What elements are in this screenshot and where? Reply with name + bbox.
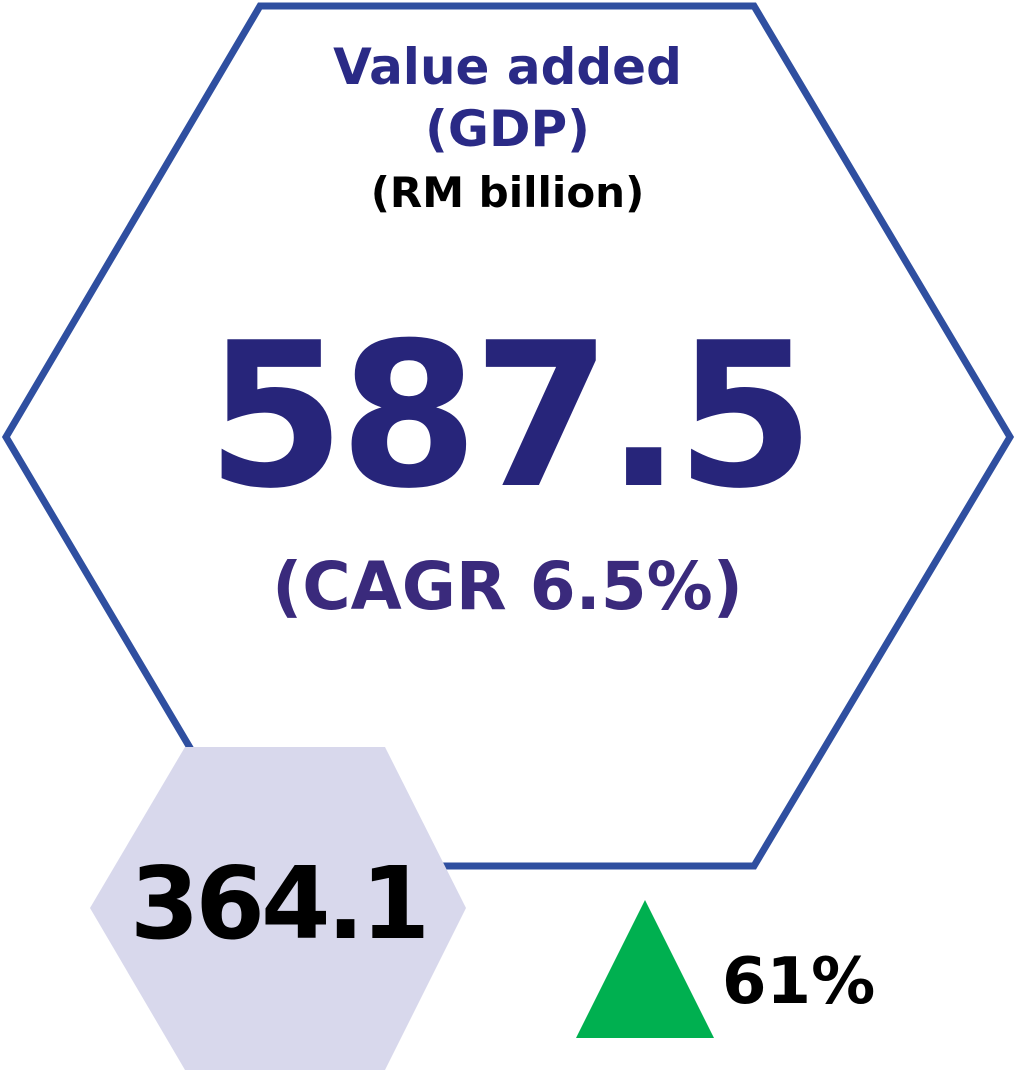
title-line-1: Value added: [333, 38, 682, 96]
previous-value-hexagon: [90, 747, 466, 1070]
up-triangle-icon: [576, 900, 714, 1038]
main-value: 587.5: [206, 300, 815, 533]
unit-label: (RM billion): [370, 168, 645, 217]
growth-percent: 61%: [722, 945, 876, 1019]
title-line-2: (GDP): [425, 100, 590, 158]
previous-value: 364.1: [129, 845, 430, 962]
cagr-label: (CAGR 6.5%): [272, 548, 743, 625]
main-hexagon: [1, 2, 1015, 870]
